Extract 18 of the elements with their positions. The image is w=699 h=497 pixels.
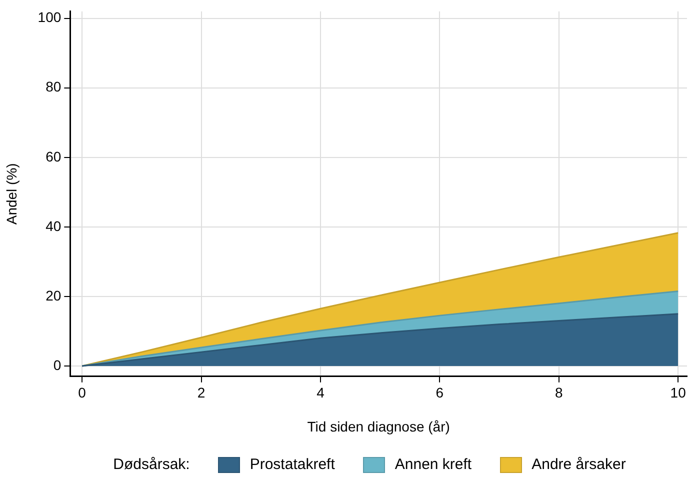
x-tick-label: 8	[554, 384, 563, 401]
legend-label: Prostatakreft	[250, 456, 335, 473]
y-tick-label: 60	[46, 148, 62, 164]
legend-title: Dødsårsak:	[113, 456, 190, 473]
legend-label: Annen kreft	[394, 456, 472, 473]
y-tick-label: 20	[46, 287, 62, 304]
x-tick-label: 2	[197, 384, 206, 401]
legend-label: Andre årsaker	[532, 456, 626, 473]
y-tick-label: 40	[46, 218, 62, 234]
x-tick-label: 10	[670, 384, 686, 401]
x-axis-title: Tid siden diagnose (år)	[307, 418, 450, 434]
y-axis-title: Andel (%)	[3, 163, 20, 225]
x-tick-label: 6	[436, 384, 444, 401]
x-tick-label: 0	[78, 384, 86, 401]
y-tick-label: 80	[46, 78, 62, 95]
y-tick-label: 100	[38, 9, 62, 26]
y-tick-label: 0	[53, 356, 62, 373]
x-tick-label: 4	[316, 384, 325, 401]
